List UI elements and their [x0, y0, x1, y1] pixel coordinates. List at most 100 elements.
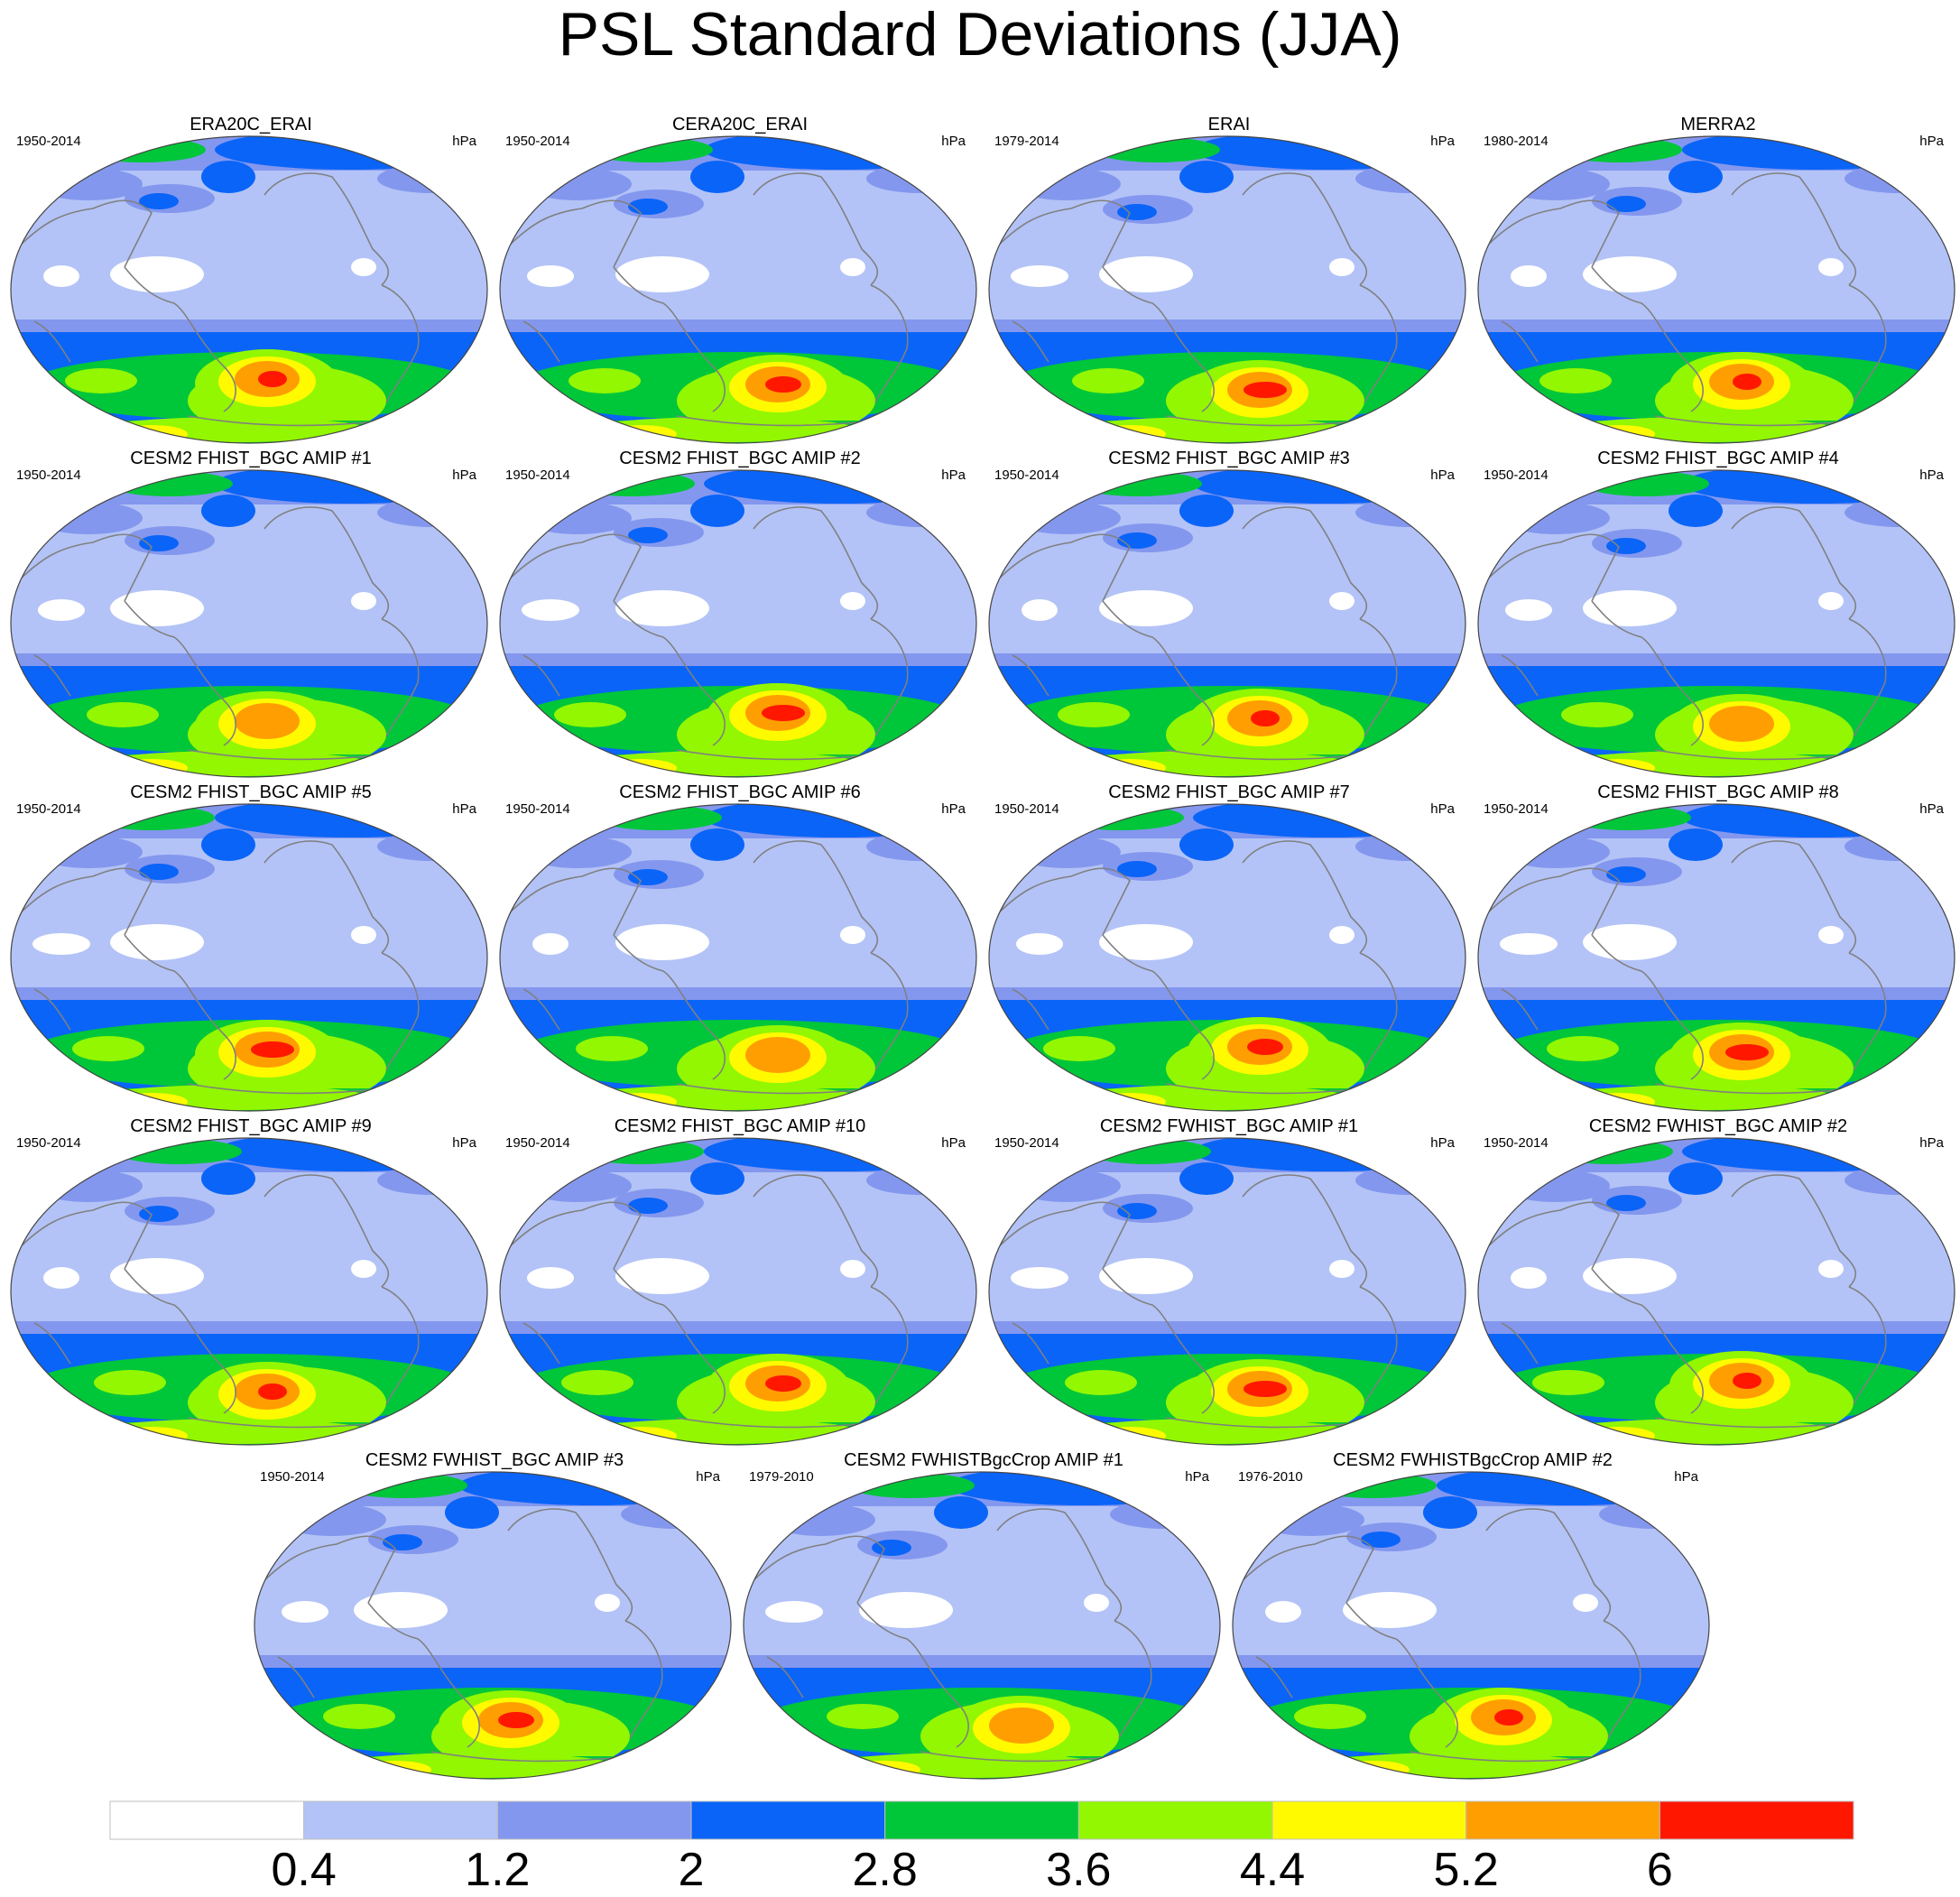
map-plot [499, 469, 977, 778]
panel-unit: hPa [1430, 801, 1455, 817]
map-panel: CESM2 FWHISTBgcCrop AMIP #1 1979-2010 hPa [740, 1449, 1227, 1780]
panel-title: CESM2 FHIST_BGC AMIP #8 [1597, 782, 1839, 802]
map-plot [988, 469, 1466, 778]
colorbar-box [1271, 1800, 1467, 1840]
panel-unit: hPa [941, 1135, 966, 1151]
colorbar-box [690, 1800, 886, 1840]
map-plot [254, 1471, 732, 1780]
panel-title: CESM2 FHIST_BGC AMIP #5 [130, 782, 372, 802]
panel-title: ERAI [1207, 115, 1251, 134]
colorbar-tick-label: 5.2 [1433, 1844, 1499, 1896]
panel-period: 1950-2014 [16, 801, 81, 817]
map-panel: CESM2 FHIST_BGC AMIP #1 1950-2014 hPa [7, 448, 495, 778]
map-plot [499, 1137, 977, 1446]
map-plot [1477, 135, 1955, 444]
panel-unit: hPa [941, 467, 966, 483]
map-panel: CESM2 FWHIST_BGC AMIP #2 1950-2014 hPa [1475, 1115, 1960, 1446]
panel-title: CESM2 FWHISTBgcCrop AMIP #1 [844, 1450, 1123, 1470]
panel-period: 1950-2014 [1484, 467, 1549, 483]
colorbar-tick-label: 6 [1646, 1844, 1673, 1896]
panel-unit: hPa [1430, 467, 1455, 483]
panel-period: 1950-2014 [505, 801, 570, 817]
panel-period: 1950-2014 [505, 134, 570, 149]
panel-unit: hPa [1919, 467, 1944, 483]
colorbar [109, 1800, 1854, 1840]
panel-period: 1980-2014 [1484, 134, 1549, 149]
colorbar-box [884, 1800, 1079, 1840]
panel-period: 1950-2014 [1484, 801, 1549, 817]
panel-title: CERA20C_ERAI [671, 115, 809, 134]
panel-title: CESM2 FWHIST_BGC AMIP #2 [1588, 1116, 1848, 1136]
colorbar-box [1659, 1800, 1854, 1840]
map-panel: CERA20C_ERAI 1950-2014 hPa [496, 114, 984, 444]
map-plot [10, 469, 488, 778]
map-panel: CESM2 FHIST_BGC AMIP #6 1950-2014 hPa [496, 782, 984, 1112]
panel-unit: hPa [452, 467, 476, 483]
panel-title: ERA20C_ERAI [190, 115, 312, 134]
panel-title: CESM2 FWHIST_BGC AMIP #1 [1099, 1116, 1359, 1136]
map-panel: ERA20C_ERAI 1950-2014 hPa [7, 114, 495, 444]
panel-period: 1950-2014 [16, 134, 81, 149]
colorbar-box [1077, 1800, 1273, 1840]
map-panel: ERAI 1979-2014 hPa [985, 114, 1473, 444]
panel-unit: hPa [452, 1135, 476, 1151]
panel-period: 1979-2010 [749, 1469, 814, 1485]
panel-title: CESM2 FHIST_BGC AMIP #9 [130, 1116, 372, 1136]
map-plot [10, 803, 488, 1112]
map-panel: CESM2 FWHISTBgcCrop AMIP #2 1976-2010 hPa [1229, 1449, 1716, 1780]
colorbar-box [1465, 1800, 1660, 1840]
panel-unit: hPa [1185, 1469, 1209, 1485]
panel-period: 1950-2014 [505, 467, 570, 483]
panel-title: CESM2 FHIST_BGC AMIP #10 [614, 1116, 866, 1136]
colorbar-box [496, 1800, 692, 1840]
panel-title: CESM2 FWHISTBgcCrop AMIP #2 [1333, 1450, 1613, 1470]
map-plot [988, 803, 1466, 1112]
panel-unit: hPa [1919, 1135, 1944, 1151]
map-panel: CESM2 FHIST_BGC AMIP #8 1950-2014 hPa [1475, 782, 1960, 1112]
panel-title: CESM2 FHIST_BGC AMIP #3 [1108, 449, 1350, 468]
map-panel: CESM2 FHIST_BGC AMIP #10 1950-2014 hPa [496, 1115, 984, 1446]
map-plot [499, 803, 977, 1112]
colorbar-tick-label: 0.4 [271, 1844, 337, 1896]
map-panel: CESM2 FHIST_BGC AMIP #4 1950-2014 hPa [1475, 448, 1960, 778]
panel-title: CESM2 FHIST_BGC AMIP #1 [130, 449, 372, 468]
panel-period: 1950-2014 [505, 1135, 570, 1151]
panel-period: 1950-2014 [994, 467, 1059, 483]
panel-period: 1950-2014 [16, 1135, 81, 1151]
panel-unit: hPa [696, 1469, 720, 1485]
panel-title: CESM2 FWHIST_BGC AMIP #3 [365, 1450, 624, 1470]
panel-period: 1950-2014 [994, 1135, 1059, 1151]
map-plot [988, 1137, 1466, 1446]
map-panel: CESM2 FHIST_BGC AMIP #7 1950-2014 hPa [985, 782, 1473, 1112]
map-plot [1477, 469, 1955, 778]
map-plot [1477, 803, 1955, 1112]
colorbar-tick-label: 4.4 [1239, 1844, 1306, 1896]
map-plot [10, 135, 488, 444]
panel-period: 1950-2014 [1484, 1135, 1549, 1151]
panel-unit: hPa [1919, 801, 1944, 817]
panel-period: 1950-2014 [994, 801, 1059, 817]
panel-unit: hPa [941, 134, 966, 149]
panel-unit: hPa [1674, 1469, 1698, 1485]
map-plot [988, 135, 1466, 444]
panel-unit: hPa [1430, 134, 1455, 149]
colorbar-tick-label: 1.2 [465, 1844, 531, 1896]
map-plot [1477, 1137, 1955, 1446]
map-plot [499, 135, 977, 444]
map-panel: CESM2 FWHIST_BGC AMIP #1 1950-2014 hPa [985, 1115, 1473, 1446]
panel-period: 1950-2014 [260, 1469, 325, 1485]
map-plot [10, 1137, 488, 1446]
colorbar-box [303, 1800, 498, 1840]
panel-title: CESM2 FHIST_BGC AMIP #4 [1597, 449, 1839, 468]
panel-title: CESM2 FHIST_BGC AMIP #6 [619, 782, 861, 802]
map-plot [743, 1471, 1221, 1780]
colorbar-tick-label: 2.8 [852, 1844, 918, 1896]
panel-unit: hPa [452, 801, 476, 817]
panel-period: 1950-2014 [16, 467, 81, 483]
panel-unit: hPa [941, 801, 966, 817]
map-panel: CESM2 FHIST_BGC AMIP #3 1950-2014 hPa [985, 448, 1473, 778]
map-panel: CESM2 FHIST_BGC AMIP #9 1950-2014 hPa [7, 1115, 495, 1446]
colorbar-box [109, 1800, 305, 1840]
panel-title: CESM2 FHIST_BGC AMIP #2 [619, 449, 861, 468]
map-panel: MERRA2 1980-2014 hPa [1475, 114, 1960, 444]
